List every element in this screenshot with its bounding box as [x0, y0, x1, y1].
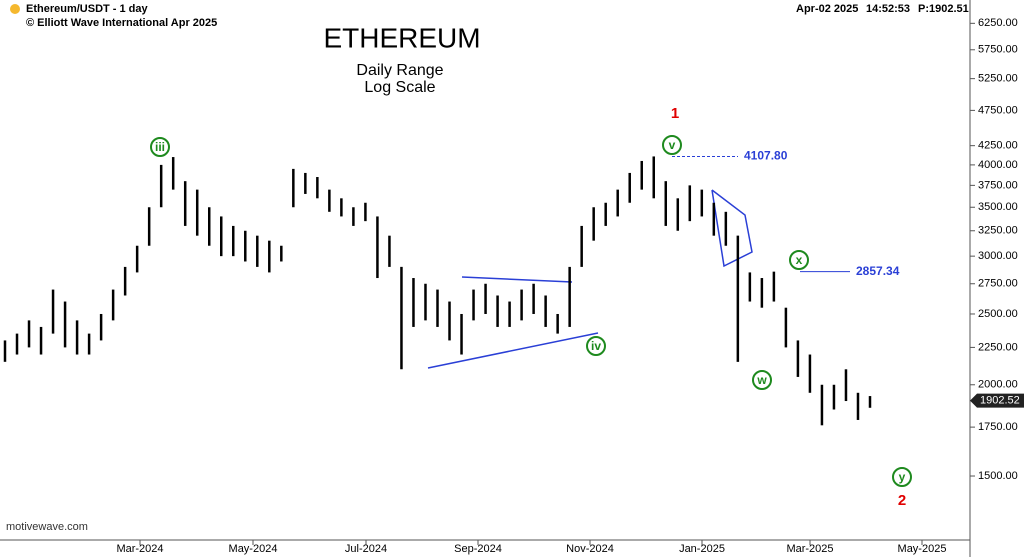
y-tick-label: 4750.00	[978, 104, 1018, 116]
subtitle: Log Scale	[364, 79, 435, 96]
y-tick-label: 4250.00	[978, 140, 1018, 152]
x-tick-label: Mar-2024	[116, 543, 163, 555]
wave-label: y	[899, 470, 906, 484]
degree-label: 1	[671, 105, 679, 122]
last-price-badge	[970, 393, 1024, 408]
header-date: Apr-02 2025	[796, 3, 858, 15]
y-tick-label: 5750.00	[978, 44, 1018, 56]
y-tick-label: 1750.00	[978, 421, 1018, 433]
symbol-dot	[10, 4, 20, 14]
x-tick-label: Mar-2025	[786, 543, 833, 555]
wave-circle	[586, 336, 606, 356]
price-level-label: 2857.34	[856, 264, 900, 278]
wave-label: iv	[591, 339, 601, 353]
x-tick-label: May-2024	[229, 543, 278, 555]
degree-label: 2	[898, 492, 906, 509]
x-tick-label: Jan-2025	[679, 543, 725, 555]
wave-label: iii	[155, 140, 165, 154]
pattern-lines	[427, 189, 753, 369]
wave-label: x	[796, 253, 803, 267]
y-tick-label: 2750.00	[978, 278, 1018, 290]
y-tick-label: 3000.00	[978, 250, 1018, 262]
wave-circle	[662, 135, 682, 155]
x-tick-label: Jul-2024	[345, 543, 387, 555]
y-tick-label: 3250.00	[978, 225, 1018, 237]
wave-label: v	[669, 138, 676, 152]
x-tick-label: Sep-2024	[454, 543, 502, 555]
y-tick-label: 2250.00	[978, 341, 1018, 353]
y-tick-label: 5250.00	[978, 73, 1018, 85]
header-time: 14:52:53	[866, 3, 910, 15]
wave-label: w	[756, 373, 767, 387]
x-tick-label: May-2025	[898, 543, 947, 555]
y-tick-label: 2000.00	[978, 379, 1018, 391]
series-name: Ethereum/USDT - 1 day	[26, 3, 149, 15]
y-tick-label: 4000.00	[978, 159, 1018, 171]
last-price-label: 1902.52	[980, 395, 1020, 407]
y-tick-label: 3750.00	[978, 179, 1018, 191]
y-tick-label: 6250.00	[978, 17, 1018, 29]
subtitle: Daily Range	[356, 62, 443, 79]
price-level-label: 4107.80	[744, 149, 788, 163]
wave-circle	[150, 137, 170, 157]
watermark: motivewave.com	[6, 521, 88, 533]
wave-circle	[752, 370, 772, 390]
y-tick-label: 1500.00	[978, 470, 1018, 482]
chart-title: ETHEREUM	[323, 22, 480, 53]
y-tick-label: 3500.00	[978, 201, 1018, 213]
wave-circle	[892, 467, 912, 487]
header-price: P:1902.51	[918, 3, 969, 15]
copyright: © Elliott Wave International Apr 2025	[26, 17, 217, 29]
y-tick-label: 2500.00	[978, 308, 1018, 320]
x-tick-label: Nov-2024	[566, 543, 614, 555]
wave-circle	[789, 250, 809, 270]
